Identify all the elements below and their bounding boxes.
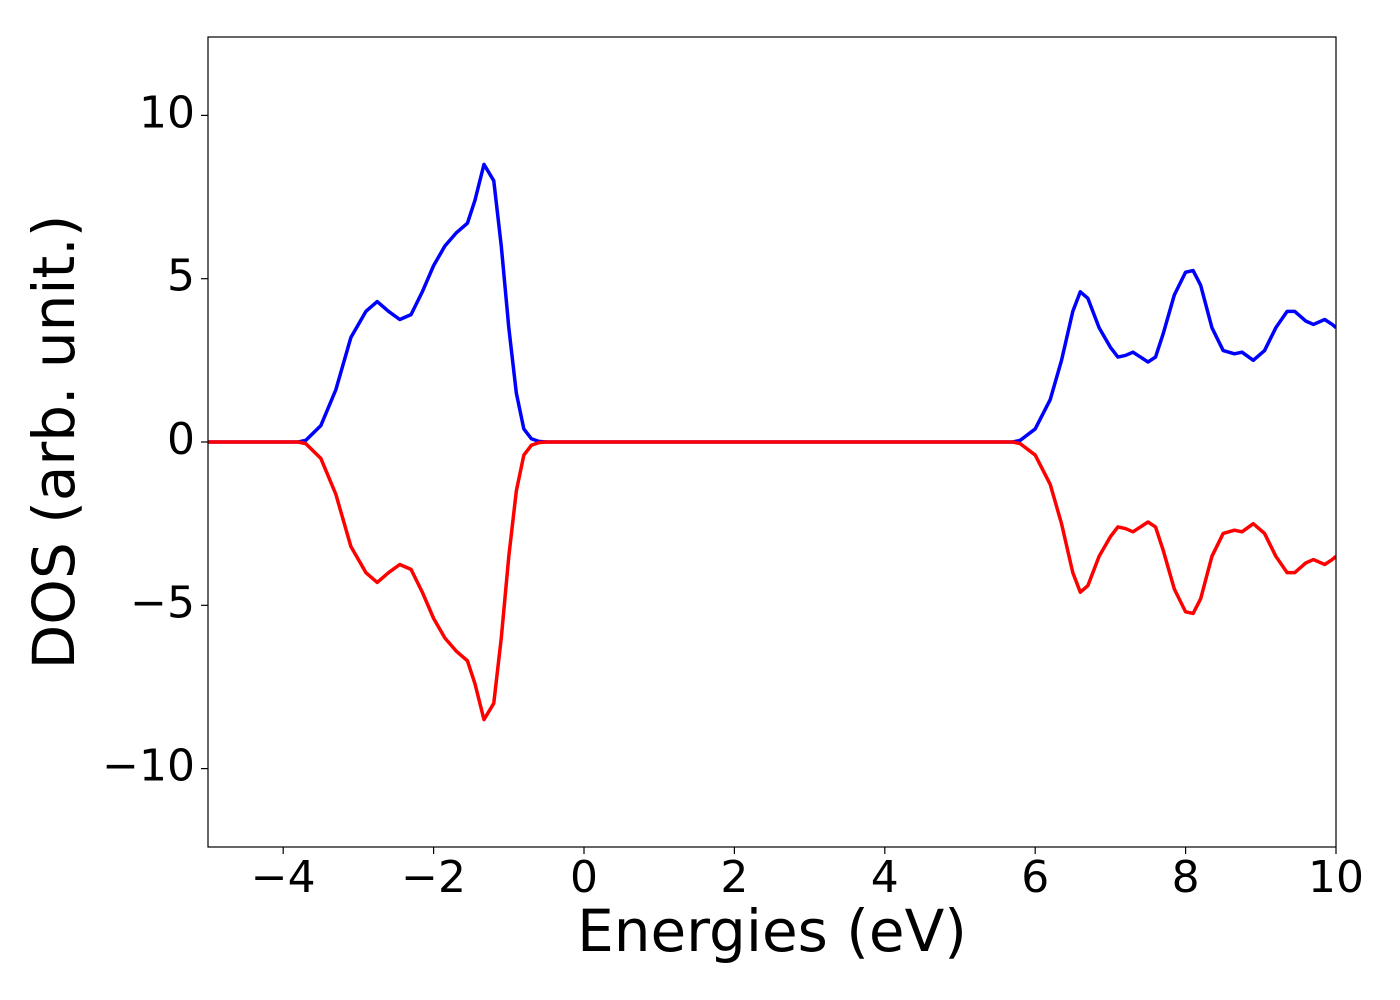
x-tick-label: 2 — [720, 852, 748, 903]
x-axis-label: Energies (eV) — [577, 897, 967, 965]
x-tick-label: 4 — [871, 852, 899, 903]
plot-lines — [208, 162, 1336, 722]
x-tick-label: 0 — [570, 852, 598, 903]
x-tick-label: −4 — [251, 852, 316, 903]
x-tick-label: −2 — [401, 852, 466, 903]
dos-line — [208, 440, 1336, 722]
x-tick-label: 8 — [1172, 852, 1200, 903]
y-axis-label: DOS (arb. unit.) — [20, 215, 88, 670]
dos-line — [208, 162, 1336, 444]
y-tick-label: −10 — [102, 741, 195, 792]
x-tick-label: 6 — [1021, 852, 1049, 903]
y-tick-label: 0 — [167, 414, 195, 465]
y-tick-label: 5 — [167, 251, 195, 302]
y-tick-label: −5 — [130, 577, 195, 628]
y-tick-label: 10 — [139, 87, 195, 138]
x-tick-label: 10 — [1308, 852, 1364, 903]
